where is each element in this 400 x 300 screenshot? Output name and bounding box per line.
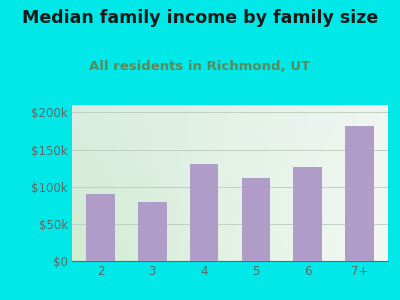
Text: Median family income by family size: Median family income by family size bbox=[22, 9, 378, 27]
Text: All residents in Richmond, UT: All residents in Richmond, UT bbox=[90, 60, 310, 73]
Bar bbox=[86, 194, 115, 261]
Bar bbox=[242, 178, 270, 261]
Bar bbox=[190, 164, 218, 261]
Bar bbox=[345, 126, 374, 261]
Bar bbox=[138, 202, 166, 261]
Bar bbox=[294, 167, 322, 261]
